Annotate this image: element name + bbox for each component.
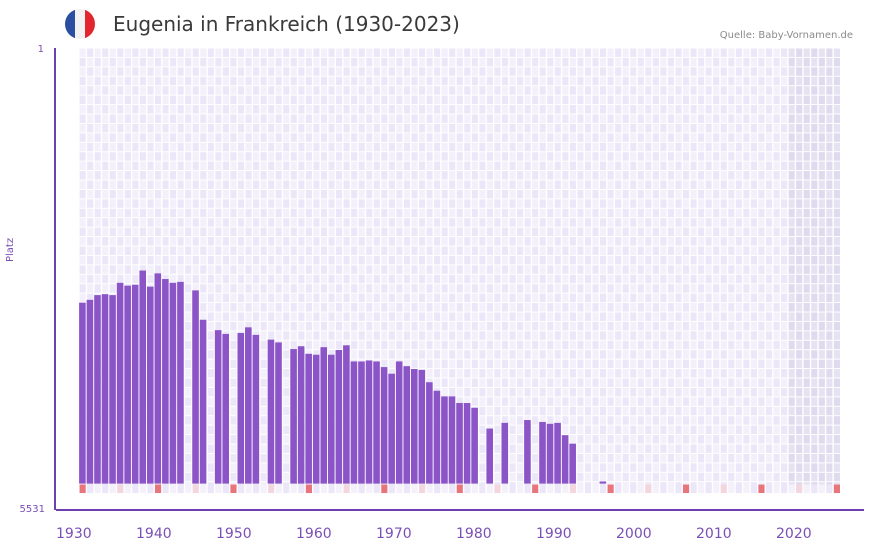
decade-marker [834, 485, 840, 493]
decade-marker [457, 485, 463, 493]
bar-1948 [215, 330, 222, 483]
bar-1984 [486, 429, 493, 484]
bar-1943 [177, 282, 184, 484]
france-flag-icon [65, 9, 95, 39]
decade-marker [381, 485, 387, 493]
bar-1932 [94, 295, 101, 483]
bar-1973 [403, 366, 410, 483]
decade-marker [608, 485, 614, 493]
bar-1959 [298, 346, 305, 483]
bar-1982 [471, 408, 478, 484]
bar-1931 [87, 300, 94, 484]
bar-1971 [388, 374, 395, 484]
bar-1933 [102, 294, 109, 483]
plot-area [56, 48, 864, 510]
bar-1942 [170, 283, 177, 484]
bar-1976 [426, 382, 433, 483]
x-tick-label: 2020 [776, 526, 812, 542]
x-tick-label: 1950 [216, 526, 252, 542]
decade-marker [532, 485, 538, 493]
bar-1963 [328, 355, 335, 484]
bar-1964 [336, 350, 343, 484]
bar-1967 [358, 361, 365, 483]
bar-1952 [245, 327, 252, 483]
y-tick-bottom: 5531 [5, 504, 45, 515]
bar-1949 [222, 334, 229, 484]
y-axis-line [54, 48, 56, 510]
bar-1946 [200, 320, 207, 484]
bar-1958 [290, 349, 297, 484]
bar-1981 [464, 403, 471, 484]
bar-1969 [373, 361, 380, 483]
bar-1939 [147, 287, 154, 484]
decade-marker [306, 485, 312, 493]
chart-title: Eugenia in Frankreich (1930-2023) [113, 12, 460, 36]
decade-marker [155, 485, 161, 493]
bar-1992 [547, 424, 554, 484]
bar-1955 [268, 340, 275, 484]
bar-1966 [351, 361, 358, 483]
bar-1993 [554, 423, 561, 484]
bar-1972 [396, 361, 403, 483]
x-tick-label: 2000 [616, 526, 652, 542]
bar-1945 [192, 290, 199, 483]
bar-1930 [79, 303, 86, 484]
bar-chart [56, 48, 864, 510]
bar-1974 [411, 369, 418, 484]
bar-1960 [305, 354, 312, 484]
bar-1968 [366, 360, 373, 483]
bar-1935 [117, 283, 124, 484]
bar-1934 [109, 295, 116, 483]
bar-1937 [132, 285, 139, 484]
bar-1940 [155, 273, 162, 483]
bar-1941 [162, 279, 169, 484]
decade-marker [758, 485, 764, 493]
bar-1989 [524, 420, 531, 484]
bar-1980 [456, 403, 463, 484]
bar-1991 [539, 422, 546, 484]
y-axis-label: Platz [5, 238, 16, 262]
bar-1936 [124, 286, 131, 484]
decade-marker [683, 485, 689, 493]
x-tick-label: 1940 [136, 526, 172, 542]
bar-1986 [501, 423, 508, 484]
bar-1994 [562, 435, 569, 483]
bar-1999 [600, 481, 607, 483]
x-tick-label: 2010 [696, 526, 732, 542]
y-tick-top: 1 [4, 44, 44, 55]
bar-1938 [139, 271, 146, 484]
bar-1979 [449, 396, 456, 483]
bar-1978 [441, 396, 448, 483]
decade-marker [230, 485, 236, 493]
bar-1951 [237, 333, 244, 484]
source-label: Quelle: Baby-Vornamen.de [720, 30, 853, 41]
bar-1977 [434, 391, 441, 484]
bar-1995 [569, 444, 576, 484]
x-axis-line [56, 509, 864, 511]
bar-1961 [313, 355, 320, 484]
x-tick-label: 1960 [296, 526, 332, 542]
bar-1962 [320, 347, 327, 483]
decade-marker [80, 485, 86, 493]
bar-1956 [275, 342, 282, 483]
bar-1975 [419, 370, 426, 484]
x-tick-label: 1970 [376, 526, 412, 542]
bar-1953 [253, 335, 260, 484]
bar-1965 [343, 345, 350, 483]
bar-1970 [381, 367, 388, 484]
x-tick-label: 1980 [456, 526, 492, 542]
x-tick-label: 1930 [56, 526, 92, 542]
x-tick-label: 1990 [536, 526, 572, 542]
